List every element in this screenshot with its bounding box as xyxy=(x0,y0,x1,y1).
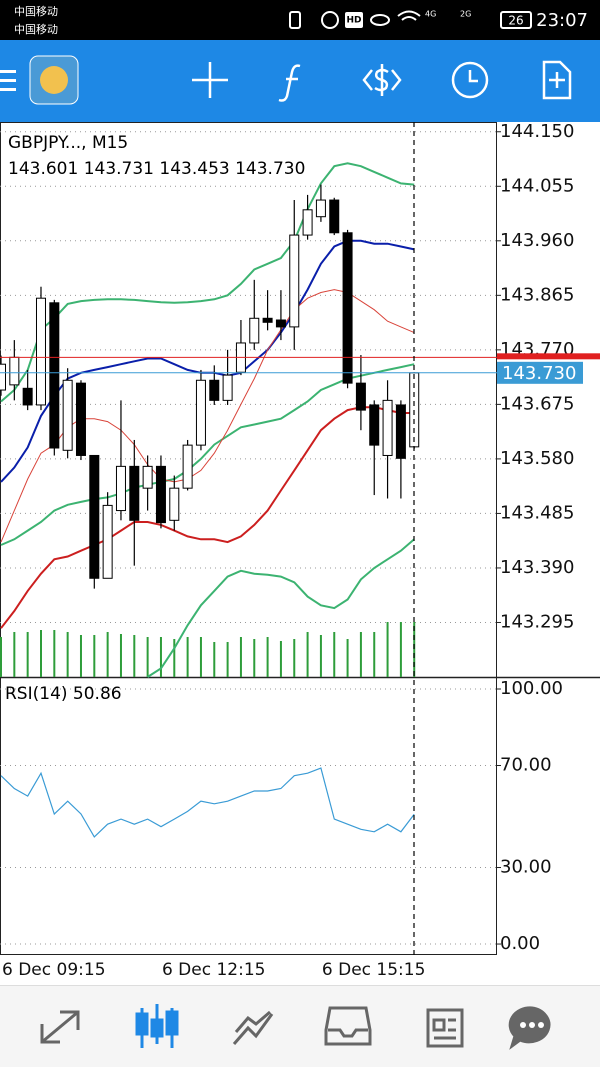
y-tick-label: 0.00 xyxy=(500,933,540,954)
y-tick-label: 100.00 xyxy=(500,678,563,699)
candle-body xyxy=(355,382,366,411)
trade-button[interactable] xyxy=(362,64,402,96)
candle-body xyxy=(209,379,220,401)
carrier: 中国移动 xyxy=(14,23,58,36)
candle-body xyxy=(129,465,140,521)
x-tick-label: 6 Dec 12:15 xyxy=(162,960,266,980)
candle-body xyxy=(249,317,260,344)
candle-body xyxy=(102,504,113,579)
y-tick-label: 143.865 xyxy=(500,284,574,305)
candle-body xyxy=(262,317,273,323)
chart-frame xyxy=(0,122,497,955)
indicator-line xyxy=(0,767,415,838)
y-tick-label: 143.580 xyxy=(500,448,574,469)
network: 2G xyxy=(460,10,471,19)
chart-tab[interactable] xyxy=(135,1004,179,1048)
y-tick-label: 144.150 xyxy=(500,121,574,142)
candle-body xyxy=(302,209,313,236)
new-order-button[interactable] xyxy=(542,60,572,100)
battery: 26 xyxy=(508,14,523,28)
y-tick-label: 143.295 xyxy=(500,611,574,632)
candle-body xyxy=(75,382,86,456)
ask-marker xyxy=(497,353,600,360)
indicators-button[interactable] xyxy=(278,64,301,102)
candle-body xyxy=(195,379,206,446)
rsi-title: RSI(14) 50.86 xyxy=(5,684,122,704)
quotes-tab[interactable] xyxy=(40,1010,80,1044)
candle-body xyxy=(169,487,180,521)
hd-badge xyxy=(345,12,363,28)
candle-body xyxy=(315,199,326,218)
app-icon-globe xyxy=(40,66,68,94)
candle-body xyxy=(142,465,153,489)
candle-body xyxy=(0,363,6,391)
y-tick-label: 143.485 xyxy=(500,502,574,523)
candle-body xyxy=(49,302,60,449)
price-box xyxy=(497,361,583,384)
candle-body xyxy=(222,374,233,401)
clock: 23:07 xyxy=(536,10,588,31)
candle-body xyxy=(182,444,193,489)
network: 4G xyxy=(425,10,436,19)
y-tick-label: 143.675 xyxy=(500,393,574,414)
candle-body xyxy=(342,232,353,384)
y-tick-label: 143.960 xyxy=(500,230,574,251)
candle-body xyxy=(9,356,20,386)
candle-body xyxy=(115,465,126,512)
candle-body xyxy=(329,199,340,234)
candle-body xyxy=(275,319,286,328)
candle-body xyxy=(22,387,33,406)
price-label: 143.730 xyxy=(502,363,576,384)
y-tick-label: 143.390 xyxy=(500,557,574,578)
candle-body xyxy=(369,404,380,446)
indicator-line xyxy=(147,538,415,678)
symbol: GBPJPY..., M15 xyxy=(8,133,128,153)
toolbar xyxy=(0,40,600,122)
indicator-line xyxy=(0,162,415,403)
chat-tab[interactable] xyxy=(508,1006,551,1050)
candle-body xyxy=(62,379,73,451)
indicator-line xyxy=(0,406,415,629)
period-button[interactable] xyxy=(451,61,489,99)
y-tick-label: 30.00 xyxy=(500,857,552,878)
candle-body xyxy=(382,399,393,456)
hd: HD xyxy=(346,16,361,26)
candle-body xyxy=(289,234,300,328)
trade-tab[interactable] xyxy=(232,1010,274,1045)
carrier: 中国移动 xyxy=(14,5,58,18)
menu-button[interactable] xyxy=(0,70,16,91)
status-icons xyxy=(289,10,532,29)
x-tick-label: 6 Dec 15:15 xyxy=(322,960,426,980)
candle-body xyxy=(35,297,46,406)
history-tab[interactable] xyxy=(324,1006,372,1046)
candle-body xyxy=(395,404,406,459)
x-tick-label: 6 Dec 09:15 xyxy=(2,960,106,980)
y-tick-label: 144.055 xyxy=(500,175,574,196)
candle-body xyxy=(155,465,166,524)
candle-body xyxy=(89,454,100,579)
bottom-nav xyxy=(0,985,600,1067)
crosshair-button[interactable] xyxy=(192,62,228,98)
y-tick-label: 70.00 xyxy=(500,755,552,776)
news-tab[interactable] xyxy=(426,1008,464,1048)
ohlc: 143.601 143.731 143.453 143.730 xyxy=(8,159,305,179)
